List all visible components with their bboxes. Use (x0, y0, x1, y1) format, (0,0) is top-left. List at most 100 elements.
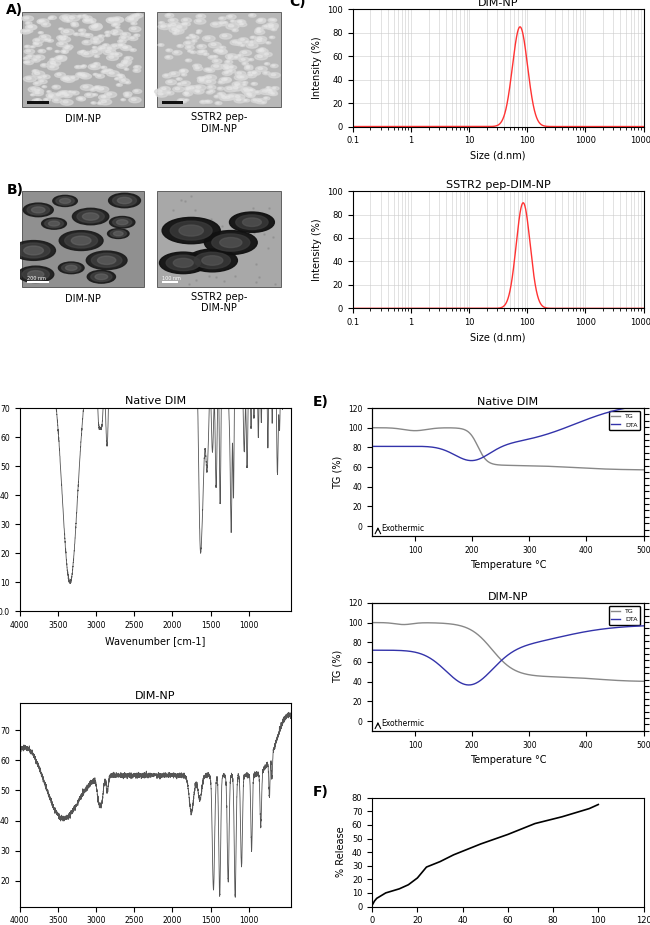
Circle shape (179, 225, 203, 236)
Circle shape (40, 80, 44, 82)
Circle shape (243, 99, 250, 102)
Circle shape (106, 18, 118, 23)
Circle shape (18, 266, 54, 282)
Circle shape (25, 25, 37, 30)
Circle shape (261, 102, 266, 104)
Circle shape (248, 74, 252, 76)
Circle shape (130, 14, 140, 18)
Circle shape (255, 54, 267, 60)
X-axis label: Temperature °C: Temperature °C (469, 755, 546, 765)
Circle shape (179, 69, 188, 73)
Circle shape (118, 84, 120, 85)
Circle shape (194, 18, 206, 24)
Circle shape (270, 64, 278, 68)
Circle shape (46, 92, 58, 98)
Circle shape (255, 36, 266, 42)
Circle shape (72, 23, 79, 27)
Circle shape (117, 63, 128, 68)
Circle shape (132, 23, 135, 24)
Circle shape (185, 86, 194, 91)
TG (488, 458, 495, 469)
Circle shape (33, 43, 38, 44)
Circle shape (167, 50, 170, 51)
Circle shape (229, 70, 232, 71)
Circle shape (248, 89, 255, 92)
Circle shape (209, 90, 215, 93)
Circle shape (184, 92, 188, 94)
Circle shape (42, 218, 66, 229)
Circle shape (168, 25, 171, 27)
Circle shape (133, 69, 140, 72)
Circle shape (266, 42, 271, 44)
Circle shape (271, 92, 274, 94)
Circle shape (244, 100, 247, 101)
Circle shape (254, 39, 266, 43)
Circle shape (107, 47, 112, 49)
Bar (162, 101, 183, 104)
Circle shape (92, 88, 96, 90)
Circle shape (165, 14, 174, 18)
Circle shape (105, 70, 109, 71)
Circle shape (26, 55, 35, 59)
Circle shape (32, 58, 40, 62)
Circle shape (93, 63, 100, 66)
Circle shape (101, 67, 107, 68)
Circle shape (65, 47, 68, 49)
Circle shape (222, 79, 226, 80)
Circle shape (194, 67, 203, 70)
Circle shape (214, 95, 220, 98)
Circle shape (32, 69, 39, 73)
Circle shape (49, 16, 57, 19)
Circle shape (120, 79, 129, 83)
Circle shape (39, 20, 42, 22)
Circle shape (185, 88, 191, 91)
Circle shape (38, 90, 40, 91)
Circle shape (25, 22, 32, 25)
Circle shape (27, 25, 36, 30)
Circle shape (129, 97, 141, 103)
Circle shape (58, 262, 84, 274)
Circle shape (196, 86, 201, 88)
Circle shape (102, 67, 105, 68)
Circle shape (204, 75, 216, 80)
Circle shape (72, 208, 109, 225)
Circle shape (114, 78, 120, 80)
Circle shape (194, 253, 230, 268)
Circle shape (86, 93, 90, 95)
Circle shape (268, 26, 273, 28)
Circle shape (122, 59, 132, 64)
Circle shape (84, 92, 94, 97)
DTA (465, 680, 473, 691)
Circle shape (107, 70, 119, 77)
Circle shape (90, 49, 102, 55)
Circle shape (264, 72, 267, 73)
Circle shape (111, 17, 124, 23)
Circle shape (26, 77, 31, 80)
Circle shape (28, 87, 40, 93)
Circle shape (131, 28, 136, 30)
DTA (585, 413, 593, 425)
Circle shape (242, 62, 248, 65)
Circle shape (65, 45, 73, 49)
Circle shape (170, 221, 212, 240)
Circle shape (20, 30, 31, 34)
X-axis label: Wavenumber [cm-1]: Wavenumber [cm-1] (105, 635, 205, 646)
Circle shape (116, 43, 126, 48)
Circle shape (181, 70, 185, 72)
Circle shape (55, 51, 60, 53)
Circle shape (27, 30, 30, 31)
Circle shape (177, 83, 183, 86)
Y-axis label: Intensity (%): Intensity (%) (312, 37, 322, 99)
Circle shape (78, 97, 82, 99)
Circle shape (124, 92, 132, 96)
Circle shape (183, 74, 185, 75)
Circle shape (31, 93, 35, 96)
Circle shape (168, 22, 181, 28)
Circle shape (99, 48, 102, 49)
Circle shape (245, 41, 250, 43)
Circle shape (23, 61, 29, 63)
Circle shape (257, 100, 262, 102)
Circle shape (135, 90, 138, 92)
Circle shape (207, 85, 216, 90)
Circle shape (92, 41, 100, 44)
